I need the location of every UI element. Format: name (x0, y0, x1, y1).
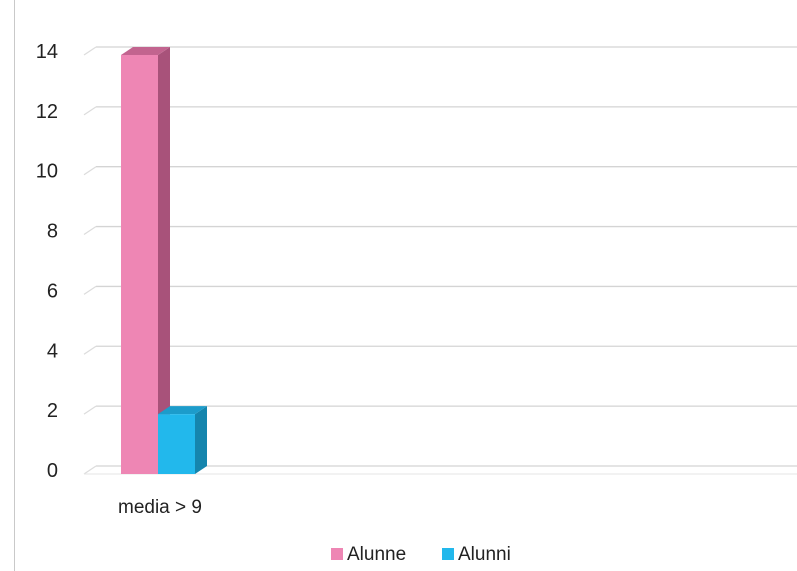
bar-top-alunni (158, 406, 207, 415)
bar-top-alunne (121, 46, 170, 55)
legend: Alunne Alunni (331, 544, 511, 565)
y-axis-tick-labels: 0 2 4 6 8 10 12 14 (36, 41, 58, 482)
legend-swatch-alunne (331, 548, 343, 560)
gridline-depth-10 (83, 166, 97, 176)
y-tick-label-10: 10 (36, 161, 58, 183)
x-axis-category-labels: media > 9 (118, 497, 202, 518)
y-tick-label-14: 14 (36, 41, 58, 63)
bar-alunni (158, 414, 195, 474)
bar-side-alunne (158, 46, 170, 474)
gridline-depth-4 (83, 345, 97, 355)
y-tick-label-0: 0 (47, 460, 58, 482)
y-tick-label-4: 4 (47, 340, 58, 362)
bar-alunne (121, 54, 158, 474)
gridline-depth-0 (83, 465, 97, 475)
gridline-depth-2 (83, 405, 97, 415)
bar-side-alunni (195, 406, 207, 474)
y-tick-label-12: 12 (36, 101, 58, 123)
bars (121, 46, 207, 474)
legend-swatch-alunni (442, 548, 454, 560)
y-tick-label-2: 2 (47, 400, 58, 422)
y-tick-label-8: 8 (47, 221, 58, 243)
x-category-label: media > 9 (118, 497, 202, 518)
legend-label-alunne: Alunne (347, 544, 406, 565)
gridline-depth-14 (83, 46, 97, 56)
y-tick-label-6: 6 (47, 280, 58, 302)
chart-area-left-border (14, 0, 15, 571)
legend-label-alunni: Alunni (458, 544, 511, 565)
gridline-depth-8 (83, 226, 97, 236)
gridline-depth-6 (83, 285, 97, 295)
gridline-depth-12 (83, 106, 97, 116)
gridlines (83, 46, 797, 475)
